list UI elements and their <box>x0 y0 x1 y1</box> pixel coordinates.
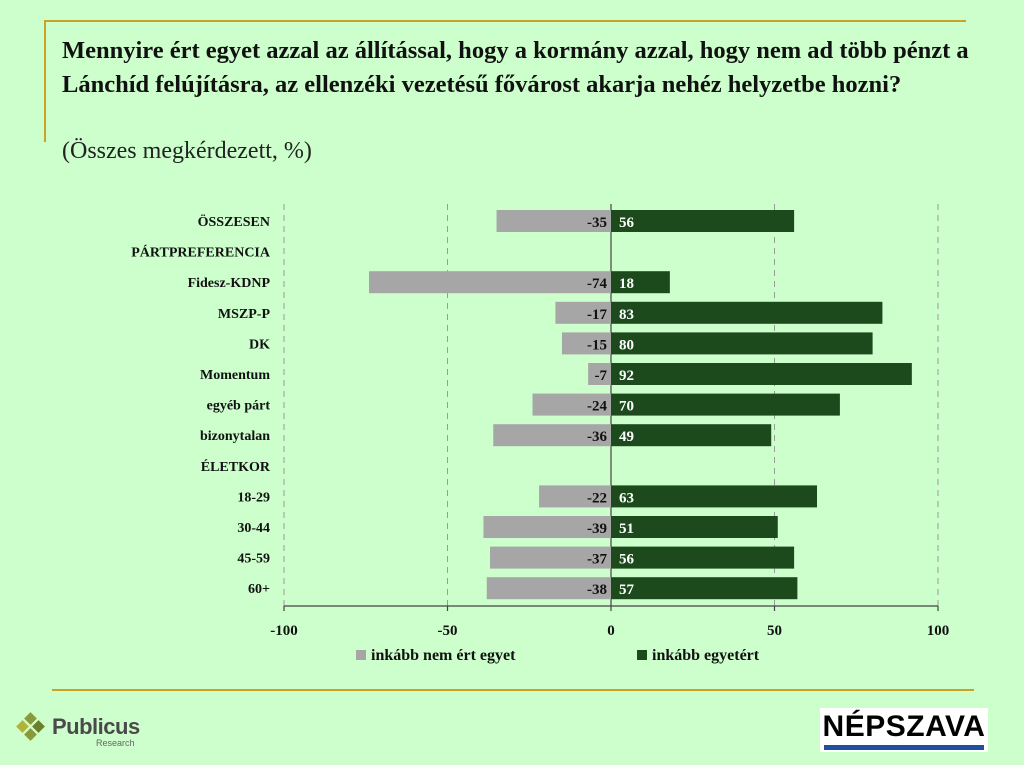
category-label-0: ÖSSZESEN <box>198 213 270 230</box>
bar-positive-10 <box>611 516 778 538</box>
legend-swatch-0 <box>356 650 366 660</box>
value-label-negative-4: -15 <box>587 337 607 353</box>
category-label-5: Momentum <box>200 368 270 383</box>
nepszava-name: NÉPSZAVA <box>822 710 986 743</box>
value-label-positive-7: 49 <box>619 429 634 445</box>
diamond-grid-icon <box>16 712 45 741</box>
value-label-positive-2: 18 <box>619 276 634 292</box>
bar-positive-0 <box>611 210 795 232</box>
legend-label-0: inkább nem ért egyet <box>371 647 516 664</box>
publicus-subtitle: Research <box>96 738 135 748</box>
bar-negative-9 <box>539 485 611 508</box>
value-label-positive-5: 92 <box>619 368 634 384</box>
value-label-negative-0: -35 <box>587 215 607 231</box>
x-tick-label-1: -50 <box>438 623 458 639</box>
bar-positive-3 <box>611 301 883 324</box>
bar-negative-10 <box>483 516 611 538</box>
category-label-1: PÁRTPREFERENCIA <box>131 244 271 261</box>
value-label-negative-6: -24 <box>587 399 607 415</box>
value-label-positive-11: 56 <box>619 552 635 568</box>
value-label-negative-10: -39 <box>587 521 607 537</box>
bar-positive-6 <box>611 393 840 416</box>
chart-title: Mennyire ért egyet azzal az állítással, … <box>62 37 969 98</box>
x-tick-label-4: 100 <box>927 623 950 639</box>
value-label-positive-10: 51 <box>619 521 634 537</box>
value-label-negative-12: -38 <box>587 582 607 598</box>
legend-label-1: inkább egyetért <box>652 647 760 664</box>
value-label-positive-9: 63 <box>619 490 634 506</box>
bar-negative-4 <box>561 332 611 355</box>
bar-negative-5 <box>588 363 611 385</box>
bar-negative-2 <box>369 271 611 294</box>
bar-positive-9 <box>611 485 818 508</box>
value-label-negative-5: -7 <box>595 368 608 384</box>
value-label-negative-11: -37 <box>587 552 607 568</box>
bar-negative-0 <box>496 210 611 232</box>
value-label-negative-3: -17 <box>587 307 607 323</box>
category-label-10: 30-44 <box>237 521 270 536</box>
category-label-8: ÉLETKOR <box>201 458 271 475</box>
nepszava-underline <box>824 745 984 750</box>
category-label-2: Fidesz-KDNP <box>188 276 271 291</box>
x-tick-label-2: 0 <box>607 623 615 639</box>
value-label-positive-3: 83 <box>619 307 634 323</box>
bar-negative-6 <box>532 393 611 416</box>
category-label-6: egyéb párt <box>207 399 271 414</box>
legend-swatch-1 <box>637 650 647 660</box>
category-label-4: DK <box>249 337 270 352</box>
category-label-9: 18-29 <box>237 490 270 505</box>
nepszava-logo: NÉPSZAVA <box>820 708 988 752</box>
bar-positive-5 <box>611 363 912 385</box>
value-label-negative-7: -36 <box>587 429 607 445</box>
bar-positive-12 <box>611 577 798 600</box>
x-tick-label-3: 50 <box>767 623 782 639</box>
category-label-12: 60+ <box>248 582 270 597</box>
bar-negative-12 <box>486 577 611 600</box>
bar-positive-7 <box>611 424 772 447</box>
frame-top-line <box>44 20 966 22</box>
category-label-7: bizonytalan <box>200 429 270 444</box>
publicus-logo: Publicus Research <box>14 710 154 750</box>
bar-positive-11 <box>611 546 795 569</box>
category-label-3: MSZP-P <box>218 307 271 322</box>
value-label-negative-2: -74 <box>587 276 607 292</box>
frame-bottom-line <box>52 689 974 691</box>
bar-positive-4 <box>611 332 873 355</box>
x-tick-label-0: -100 <box>270 623 298 639</box>
frame-left-line <box>44 20 46 142</box>
category-label-11: 45-59 <box>237 552 270 567</box>
chart-subtitle: (Összes megkérdezett, %) <box>62 138 312 164</box>
value-label-positive-4: 80 <box>619 337 634 353</box>
value-label-positive-12: 57 <box>619 582 635 598</box>
bar-negative-7 <box>493 424 611 447</box>
bar-positive-2 <box>611 271 670 294</box>
bar-negative-11 <box>490 546 611 569</box>
bar-negative-3 <box>555 301 611 324</box>
value-label-positive-6: 70 <box>619 399 634 415</box>
value-label-negative-9: -22 <box>587 490 607 506</box>
value-label-positive-0: 56 <box>619 215 635 231</box>
publicus-name: Publicus <box>52 714 140 739</box>
